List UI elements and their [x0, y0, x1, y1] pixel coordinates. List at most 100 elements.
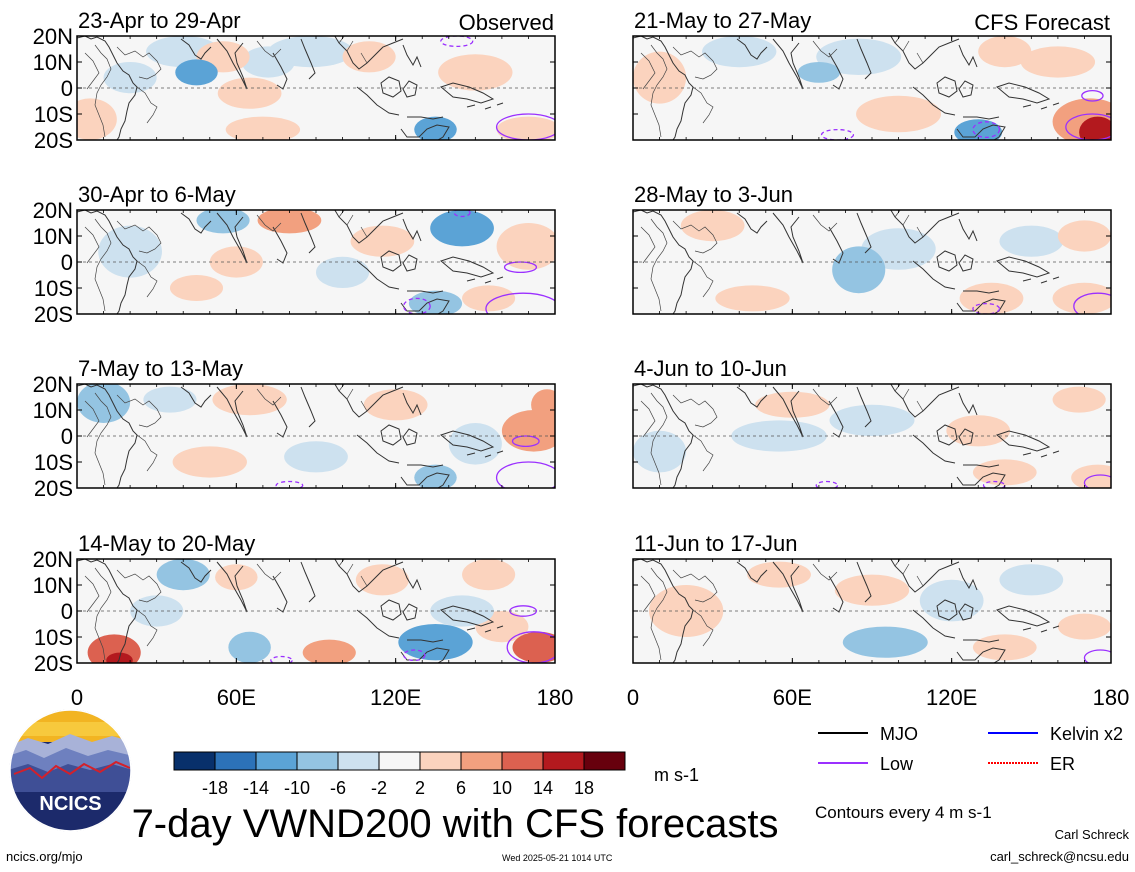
- colorbar-label: -14: [243, 778, 269, 798]
- author: Carl Schreck: [1054, 827, 1129, 842]
- anomaly-blob: [462, 285, 516, 312]
- panel-date-label: 23-Apr to 29-Apr: [78, 8, 241, 33]
- panel-date-label: 4-Jun to 10-Jun: [634, 356, 787, 381]
- author-email: carl_schreck@ncsu.edu: [990, 849, 1129, 864]
- anomaly-blob: [1057, 220, 1111, 252]
- anomaly-blob: [999, 225, 1064, 257]
- low-contour: [503, 261, 538, 274]
- anomaly-blob: [829, 404, 915, 436]
- anomaly-blob: [816, 38, 902, 75]
- low-contour: [972, 121, 1001, 139]
- panel-date-label: 7-May to 13-May: [78, 356, 243, 381]
- anomaly-blob: [747, 561, 811, 588]
- legend: MJO Kelvin x2 Low ER: [818, 724, 1123, 774]
- anomaly-blob: [496, 116, 555, 140]
- anomaly-blob: [633, 51, 687, 104]
- x-tick-label: 60E: [773, 685, 812, 710]
- low-contour: [495, 461, 555, 488]
- logo-text: NCICS: [39, 793, 101, 815]
- anomaly-blob: [342, 41, 396, 73]
- low-contour: [1083, 474, 1111, 488]
- anomaly-blob: [212, 384, 287, 416]
- anomaly-blob: [169, 275, 224, 301]
- anomaly-blob: [648, 585, 724, 637]
- anomaly-blob: [284, 441, 348, 473]
- anomaly-blob: [175, 59, 218, 86]
- colorbar-swatch: [583, 751, 626, 771]
- low-contour: [815, 480, 839, 488]
- anomaly-blob: [1057, 613, 1111, 640]
- anomaly-blob: [215, 564, 258, 591]
- anomaly-blob: [972, 459, 1037, 486]
- y-tick-label: 20N: [33, 372, 73, 397]
- anomaly-blob: [316, 256, 370, 288]
- anomaly-blob: [408, 290, 463, 314]
- colorbar-swatch: [337, 751, 380, 771]
- anomaly-blob: [87, 634, 141, 663]
- y-tick-label: 20S: [34, 476, 73, 501]
- legend-label: Low: [880, 754, 914, 774]
- anomaly-blob: [438, 54, 513, 91]
- anomaly-field: [633, 384, 1111, 488]
- colorbar-swatch: [542, 751, 585, 771]
- y-tick-label: 10N: [33, 50, 73, 75]
- y-tick-label: 10N: [33, 398, 73, 423]
- panel-date-label: 28-May to 3-Jun: [634, 182, 793, 207]
- x-tick-label: 180: [537, 685, 574, 710]
- y-tick-label: 10S: [34, 102, 73, 127]
- site-url: ncics.org/mjo: [6, 849, 83, 864]
- map-panel-7: 11-Jun to 17-Jun 0 60E 120E 180: [627, 531, 1129, 710]
- anomaly-blob: [268, 36, 354, 68]
- anomaly-blob: [462, 559, 516, 591]
- anomaly-blob: [972, 634, 1037, 661]
- anomaly-field: [633, 36, 1111, 140]
- y-tick-label: 0: [61, 76, 73, 101]
- anomaly-blob: [172, 446, 247, 478]
- anomaly-blob: [959, 282, 1024, 314]
- y-tick-label: 0: [61, 250, 73, 275]
- y-tick-label: 20N: [33, 24, 73, 49]
- anomaly-blob: [1020, 46, 1096, 78]
- anomaly-field: [633, 210, 1111, 314]
- low-contour: [453, 210, 471, 218]
- anomaly-blob: [302, 639, 356, 663]
- low-contour: [495, 113, 555, 140]
- anomaly-blob: [978, 36, 1032, 68]
- anomaly-blob: [77, 98, 117, 140]
- panel-date-label: 21-May to 27-May: [634, 8, 811, 33]
- low-contour: [270, 655, 293, 663]
- anomaly-blob: [106, 652, 133, 663]
- legend-label: ER: [1050, 754, 1075, 774]
- x-tick-label: 0: [71, 685, 83, 710]
- colorbar-label: -10: [284, 778, 310, 798]
- panel-tag: Observed: [459, 10, 554, 35]
- anomaly-blob: [1071, 464, 1111, 488]
- colorbar-label: 14: [533, 778, 553, 798]
- low-contour: [1073, 292, 1111, 314]
- anomaly-blob: [350, 225, 415, 257]
- anomaly-blob: [209, 246, 263, 278]
- anomaly-blob: [755, 391, 830, 418]
- anomaly-blob: [999, 564, 1064, 596]
- anomaly-blob: [954, 119, 1003, 140]
- low-contour: [402, 649, 426, 662]
- low-contour: [485, 292, 555, 314]
- anomaly-blob: [363, 389, 428, 421]
- anomaly-blob: [1079, 116, 1111, 140]
- legend-label: MJO: [880, 724, 918, 744]
- anomaly-blob: [531, 389, 555, 421]
- x-tick-label: 60E: [217, 685, 256, 710]
- anomaly-blob: [414, 116, 457, 140]
- anomaly-blob: [448, 423, 502, 465]
- anomaly-blob: [501, 410, 555, 452]
- anomaly-blob: [225, 116, 301, 140]
- anomaly-blob: [512, 631, 555, 663]
- anomaly-blob: [856, 95, 942, 133]
- anomaly-blob: [430, 210, 494, 247]
- x-tick-label: 180: [1093, 685, 1130, 710]
- anomaly-blob: [702, 36, 777, 68]
- colorbar-swatch: [296, 751, 339, 771]
- colorbar-label: 10: [492, 778, 512, 798]
- y-tick-label: 20S: [34, 128, 73, 153]
- anomaly-blob: [196, 210, 250, 234]
